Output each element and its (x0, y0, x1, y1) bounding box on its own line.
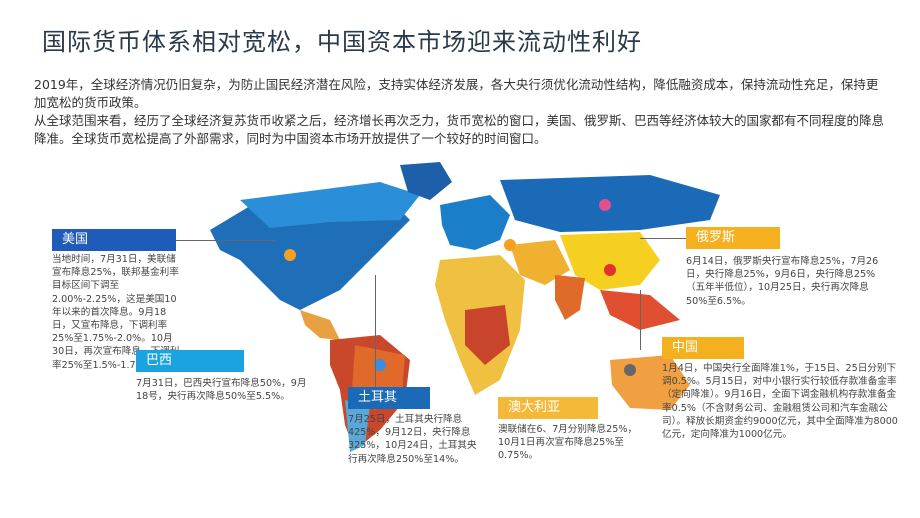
pin-brazil (374, 359, 386, 371)
intro-paragraph-1: 2019年，全球经济情况仍旧复杂，为防止国民经济潜在风险，支持实体经济发展，各大… (34, 77, 879, 110)
map-canada (240, 182, 420, 228)
map-central-america (300, 310, 340, 340)
note-russia: 6月14日，俄罗斯央行宣布降息25%，7月26日，央行降息25%，9月6日，央行… (686, 256, 879, 307)
note-usa-text: 当地时间，7月31日，美联储宣布降息25%，联邦基金利率目标区间下调至2.00%… (52, 254, 180, 371)
pin-turkey (504, 239, 516, 251)
map-greenland (400, 162, 452, 200)
connector-china (640, 290, 641, 350)
intro-text: 2019年，全球经济情况仍旧复杂，为防止国民经济潜在风险，支持实体经济发展，各大… (34, 76, 884, 148)
intro-paragraph-2: 从全球范围来看，经历了全球经济复苏货币收紧之后，经济增长再次乏力，货币宽松的窗口… (34, 113, 885, 146)
map-china (560, 232, 660, 290)
connector-usa (176, 240, 276, 241)
label-china: 中国 (662, 337, 744, 359)
map-central-africa (465, 305, 510, 365)
map-europe (440, 195, 510, 250)
pin-usa (284, 249, 296, 261)
note-turkey: 7月25日，土耳其央行降息425%，9月12日，央行降息325%，10月24日，… (348, 414, 477, 465)
note-australia: 澳联储在6、7月分别降息25%，10月1日再次宣布降息25%至0.75%。 (498, 424, 638, 462)
note-brazil: 7月31日，巴西央行宣布降息50%，9月18号，央行再次降息50%至5.5%。 (136, 378, 307, 403)
connector-russia (640, 238, 686, 239)
pin-australia (624, 364, 636, 376)
note-china: 1月4日，中国央行全面降准1%，于15日、25日分别下调0.5%。5月15日，对… (662, 363, 898, 441)
map-argentina (345, 400, 370, 452)
label-usa: 美国 (52, 229, 176, 251)
connector-turkey (375, 275, 376, 387)
note-usa: 当地时间，7月31日，美联储宣布降息25%，联邦基金利率目标区间下调至2.00%… (52, 253, 180, 372)
pin-russia (599, 199, 611, 211)
label-australia: 澳大利亚 (498, 397, 598, 419)
pin-china (604, 264, 616, 276)
map-india (555, 275, 585, 320)
map-middle-east (510, 240, 570, 285)
label-brazil: 巴西 (136, 350, 244, 372)
page-title: 国际货币体系相对宽松，中国资本市场迎来流动性利好 (42, 28, 642, 56)
label-turkey: 土耳其 (348, 387, 430, 409)
label-russia: 俄罗斯 (686, 227, 780, 249)
